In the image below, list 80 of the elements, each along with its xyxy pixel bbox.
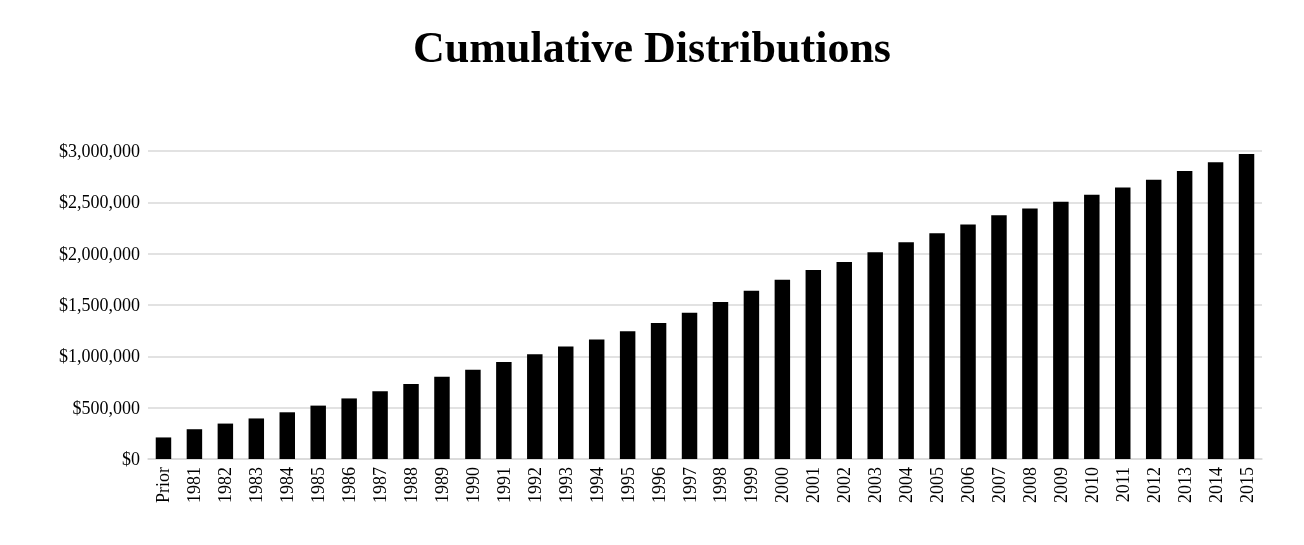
x-tick-label: 2002: [834, 467, 855, 503]
chart-title: Cumulative Distributions: [413, 22, 891, 72]
bar: [836, 261, 852, 459]
x-tick-label: 1994: [586, 467, 607, 503]
x-tick-label: 2000: [772, 467, 793, 503]
x-tick-label: 2005: [927, 467, 948, 503]
x-tick-label: 1993: [555, 467, 576, 503]
x-tick-label: 2004: [896, 467, 917, 503]
bar: [217, 423, 234, 459]
x-tick-label: 1996: [648, 467, 669, 503]
bar: [248, 418, 265, 459]
bar: [1207, 162, 1224, 459]
bar: [527, 354, 543, 459]
x-tick-label: 1987: [370, 467, 391, 503]
x-tick-label: 1988: [401, 467, 422, 503]
bar: [434, 376, 450, 459]
bar: [619, 331, 636, 459]
bar: [1053, 201, 1069, 459]
y-tick-label: $2,000,000: [59, 243, 140, 264]
bar: [991, 215, 1007, 459]
bar: [960, 224, 976, 459]
y-tick-label: $1,500,000: [59, 295, 140, 315]
bar: [279, 412, 295, 459]
bar: [712, 301, 729, 459]
x-tick-label: 1989: [431, 467, 452, 503]
bar: [372, 391, 388, 459]
y-tick-label: $1,000,000: [59, 346, 140, 367]
bar: [1238, 154, 1255, 459]
bar: [650, 322, 667, 459]
bar: [341, 398, 357, 459]
x-tick-label: 1995: [617, 467, 638, 503]
x-tick-label: 1986: [339, 467, 360, 503]
bar: [403, 384, 419, 459]
x-tick-label: 1982: [215, 467, 236, 503]
bar: [743, 290, 760, 459]
bar: [1115, 187, 1131, 459]
bar: [155, 437, 172, 459]
x-tick-label: 1985: [308, 467, 329, 503]
bar: [496, 361, 512, 459]
bar: [805, 270, 822, 459]
x-tick-label: 2013: [1174, 467, 1195, 503]
bar: [1022, 208, 1038, 459]
y-tick-label: $3,000,000: [59, 141, 140, 161]
x-tick-label: 2009: [1050, 467, 1071, 503]
bar: [1176, 171, 1193, 459]
bar: [588, 339, 605, 459]
bar: [1145, 179, 1162, 459]
x-tick-label: 2010: [1081, 467, 1102, 503]
x-tick-label: 1992: [524, 467, 545, 503]
x-tick-label: 1999: [741, 467, 762, 503]
x-tick-label: 2012: [1143, 467, 1164, 503]
bar: [774, 279, 791, 459]
x-tick-label: 2014: [1205, 467, 1226, 503]
bar: [867, 252, 883, 459]
x-tick-label: 2008: [1019, 467, 1040, 503]
x-tick-label: 2015: [1236, 467, 1257, 503]
x-tick-label: 2003: [865, 467, 886, 503]
x-tick-label: 1981: [184, 467, 205, 503]
x-tick-label: 2007: [988, 467, 1009, 503]
x-tick-label: 1997: [679, 467, 700, 503]
bar: [898, 242, 914, 459]
x-tick-label: 2006: [958, 467, 979, 503]
x-tick-label: 1990: [462, 467, 483, 503]
bar: [929, 233, 945, 459]
x-tick-label: 1991: [493, 467, 514, 503]
x-tick-label: 2011: [1112, 467, 1133, 503]
x-tick-label: 1984: [277, 467, 298, 503]
y-tick-label: $2,500,000: [59, 192, 140, 213]
y-tick-label: $500,000: [72, 397, 140, 418]
bar: [558, 346, 574, 459]
bar: [186, 429, 203, 459]
bar: [1084, 194, 1100, 459]
x-tick-label: 1998: [710, 467, 731, 503]
x-tick-label: Prior: [153, 466, 174, 503]
bar: [681, 312, 698, 459]
bar: [465, 369, 481, 459]
y-tick-label: $0: [122, 449, 140, 469]
bar: [310, 405, 326, 459]
x-tick-label: 1983: [246, 467, 267, 503]
x-tick-label: 2001: [803, 467, 824, 503]
